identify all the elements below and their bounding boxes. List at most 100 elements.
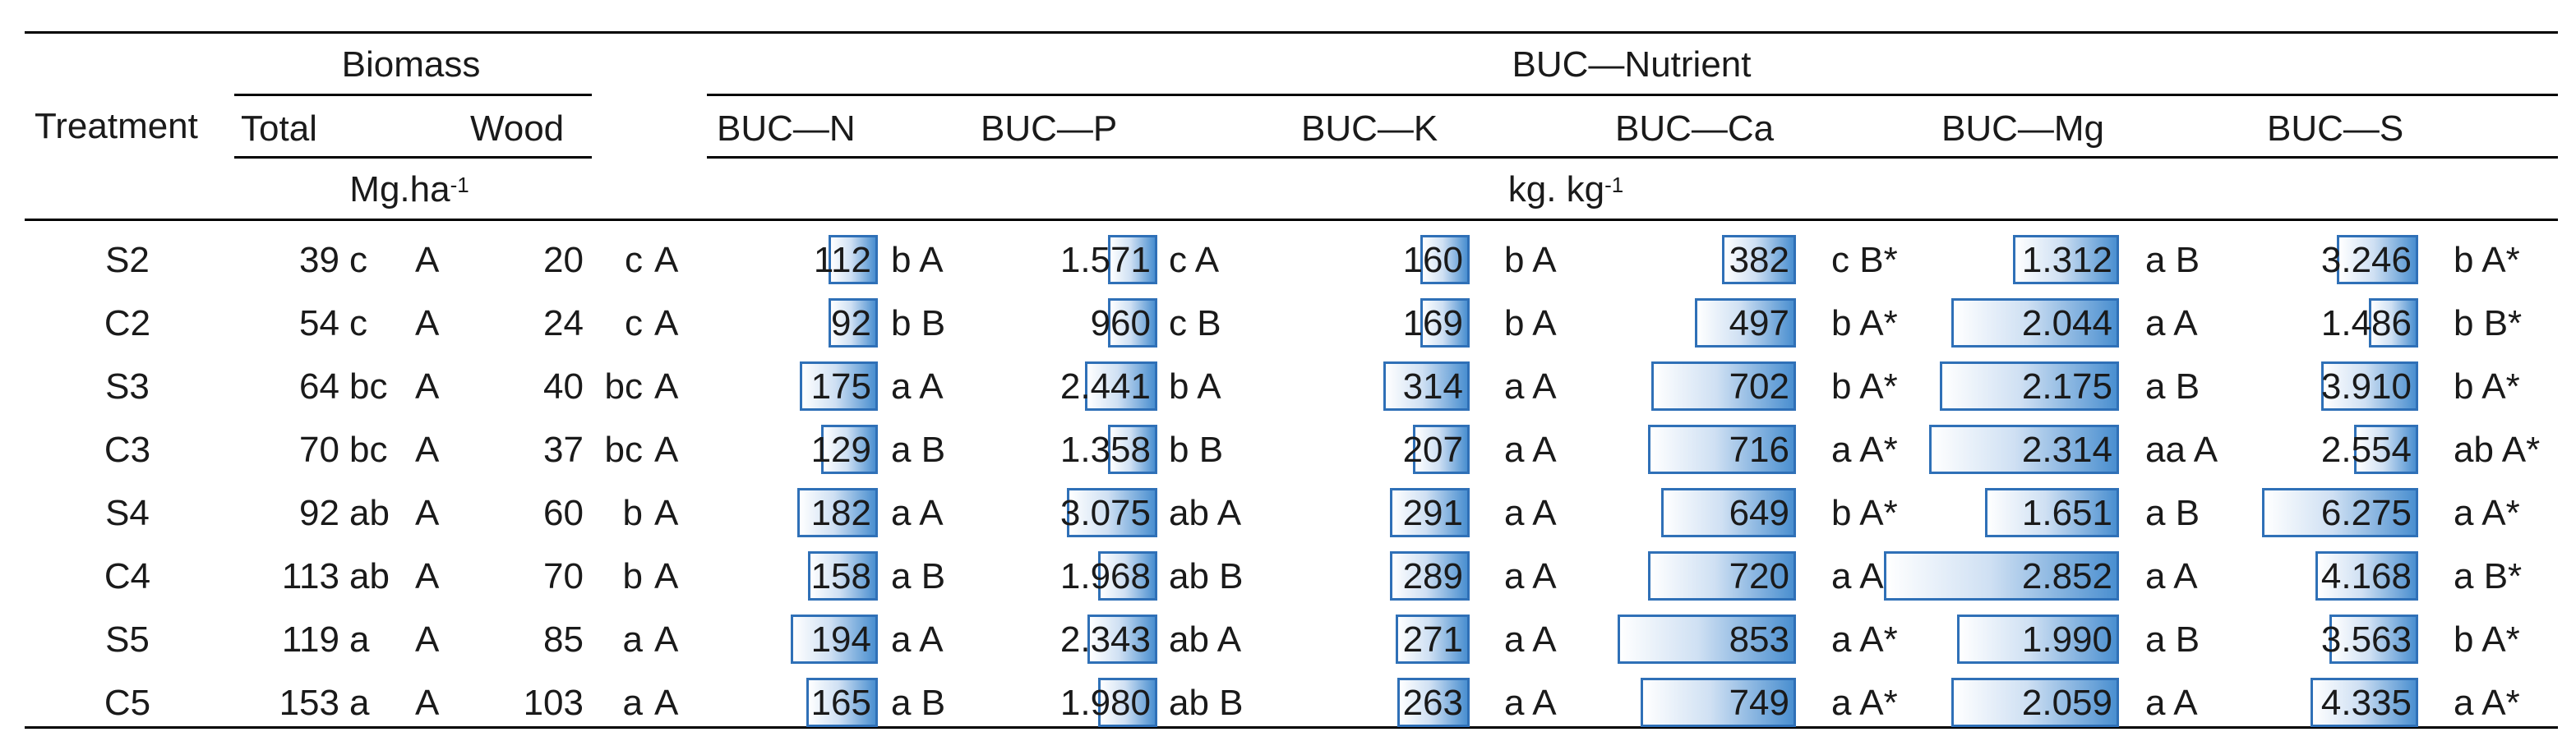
value-k: 271 bbox=[1402, 619, 1463, 660]
biomass-total-group: A bbox=[415, 430, 440, 470]
value-n: 129 bbox=[810, 430, 871, 470]
letters-s: b A* bbox=[2454, 619, 2520, 660]
biomass-wood-group: A bbox=[654, 556, 679, 596]
biomass-wood-value: 70 bbox=[543, 556, 584, 596]
value-k: 207 bbox=[1402, 430, 1463, 470]
letters-mg: aa A bbox=[2145, 430, 2218, 470]
header-buc-s: BUC—S bbox=[2267, 108, 2404, 149]
bar-s bbox=[2321, 361, 2418, 411]
bar-p bbox=[1108, 298, 1157, 348]
bar-n bbox=[829, 298, 878, 348]
bar-n bbox=[821, 425, 878, 474]
value-s: 4.168 bbox=[2320, 556, 2412, 596]
header-total: Total bbox=[241, 108, 317, 149]
bar-n bbox=[791, 615, 878, 664]
treatment-cell: C2 bbox=[104, 303, 151, 343]
biomass-total-group: A bbox=[415, 683, 440, 723]
letters-n: a B bbox=[891, 556, 946, 596]
value-p: 1.358 bbox=[1059, 430, 1151, 470]
bar-k bbox=[1420, 298, 1470, 348]
value-mg: 2.175 bbox=[2021, 366, 2112, 407]
biomass-total-group: A bbox=[415, 556, 440, 596]
value-n: 182 bbox=[810, 493, 871, 533]
value-n: 165 bbox=[810, 683, 871, 723]
bar-mg bbox=[2013, 235, 2119, 284]
biomass-wood-letter: c bbox=[625, 240, 643, 280]
unit-nutrient-text: kg. kg bbox=[1507, 169, 1605, 209]
bar-mg bbox=[1957, 615, 2119, 664]
letters-ca: a A* bbox=[1831, 619, 1898, 660]
letters-mg: a A bbox=[2145, 683, 2198, 723]
bar-s bbox=[2315, 551, 2418, 601]
letters-n: b A bbox=[891, 240, 944, 280]
biomass-total-value: 113 bbox=[281, 556, 339, 596]
biomass-wood-group: A bbox=[654, 430, 679, 470]
biomass-rule bbox=[234, 94, 592, 96]
value-p: 3.075 bbox=[1059, 493, 1151, 533]
value-s: 6.275 bbox=[2320, 493, 2412, 533]
letters-k: a A bbox=[1504, 493, 1557, 533]
biomass-wood-letter: bc bbox=[604, 366, 643, 407]
letters-n: b B bbox=[891, 303, 946, 343]
biomass-total-group: A bbox=[415, 303, 440, 343]
value-k: 169 bbox=[1402, 303, 1463, 343]
value-ca: 382 bbox=[1729, 240, 1789, 280]
value-mg: 2.044 bbox=[2021, 303, 2112, 343]
value-p: 2.343 bbox=[1059, 619, 1151, 660]
biomass-total-letter: c bbox=[349, 240, 367, 280]
value-s: 3.563 bbox=[2320, 619, 2412, 660]
value-ca: 649 bbox=[1729, 493, 1789, 533]
value-n: 158 bbox=[810, 556, 871, 596]
value-p: 1.571 bbox=[1059, 240, 1151, 280]
bar-mg bbox=[1929, 425, 2119, 474]
unit-nutrient-exponent: -1 bbox=[1604, 173, 1624, 197]
biomass-total-value: 54 bbox=[299, 303, 339, 343]
treatment-cell: S3 bbox=[105, 366, 150, 407]
biomass-wood-group: A bbox=[654, 619, 679, 660]
biomass-total-letter: a bbox=[349, 683, 370, 723]
biomass-total-group: A bbox=[415, 493, 440, 533]
bar-n bbox=[797, 488, 878, 537]
value-k: 289 bbox=[1402, 556, 1463, 596]
header-treatment: Treatment bbox=[35, 106, 198, 146]
biomass-total-group: A bbox=[415, 240, 440, 280]
bar-p bbox=[1067, 488, 1157, 537]
value-n: 194 bbox=[810, 619, 871, 660]
letters-p: ab A bbox=[1169, 619, 1242, 660]
biomass-wood-value: 85 bbox=[543, 619, 584, 660]
biomass-total-letter: a bbox=[349, 619, 370, 660]
biomass-wood-group: A bbox=[654, 303, 679, 343]
header-buc-p: BUC—P bbox=[981, 108, 1118, 149]
letters-p: c B bbox=[1169, 303, 1221, 343]
biomass-wood-value: 37 bbox=[543, 430, 584, 470]
header-wood: Wood bbox=[470, 108, 565, 149]
bar-s bbox=[2369, 298, 2418, 348]
bar-ca bbox=[1661, 488, 1796, 537]
biomass-total-letter: bc bbox=[349, 366, 388, 407]
letters-k: a A bbox=[1504, 619, 1557, 660]
biomass-total-value: 64 bbox=[299, 366, 339, 407]
value-mg: 1.990 bbox=[2021, 619, 2112, 660]
letters-ca: b A* bbox=[1831, 493, 1898, 533]
biomass-total-letter: c bbox=[349, 303, 367, 343]
letters-n: a A bbox=[891, 366, 944, 407]
value-ca: 853 bbox=[1729, 619, 1789, 660]
letters-s: b A* bbox=[2454, 366, 2520, 407]
treatment-cell: S4 bbox=[105, 493, 150, 533]
letters-s: a A* bbox=[2454, 493, 2520, 533]
biomass-wood-group: A bbox=[654, 683, 679, 723]
biomass-wood-letter: bc bbox=[604, 430, 643, 470]
nutrient-rule bbox=[707, 94, 2558, 96]
letters-p: ab A bbox=[1169, 493, 1242, 533]
letters-p: b B bbox=[1169, 430, 1224, 470]
value-s: 2.554 bbox=[2320, 430, 2412, 470]
biomass-wood-value: 103 bbox=[523, 683, 584, 723]
header-buc-k: BUC—K bbox=[1301, 108, 1438, 149]
letters-k: a A bbox=[1504, 683, 1557, 723]
value-p: 2.441 bbox=[1059, 366, 1151, 407]
bar-mg bbox=[1951, 678, 2119, 727]
treatment-cell: C3 bbox=[104, 430, 151, 470]
bar-k bbox=[1413, 425, 1470, 474]
letters-k: a A bbox=[1504, 366, 1557, 407]
bar-k bbox=[1420, 235, 1470, 284]
